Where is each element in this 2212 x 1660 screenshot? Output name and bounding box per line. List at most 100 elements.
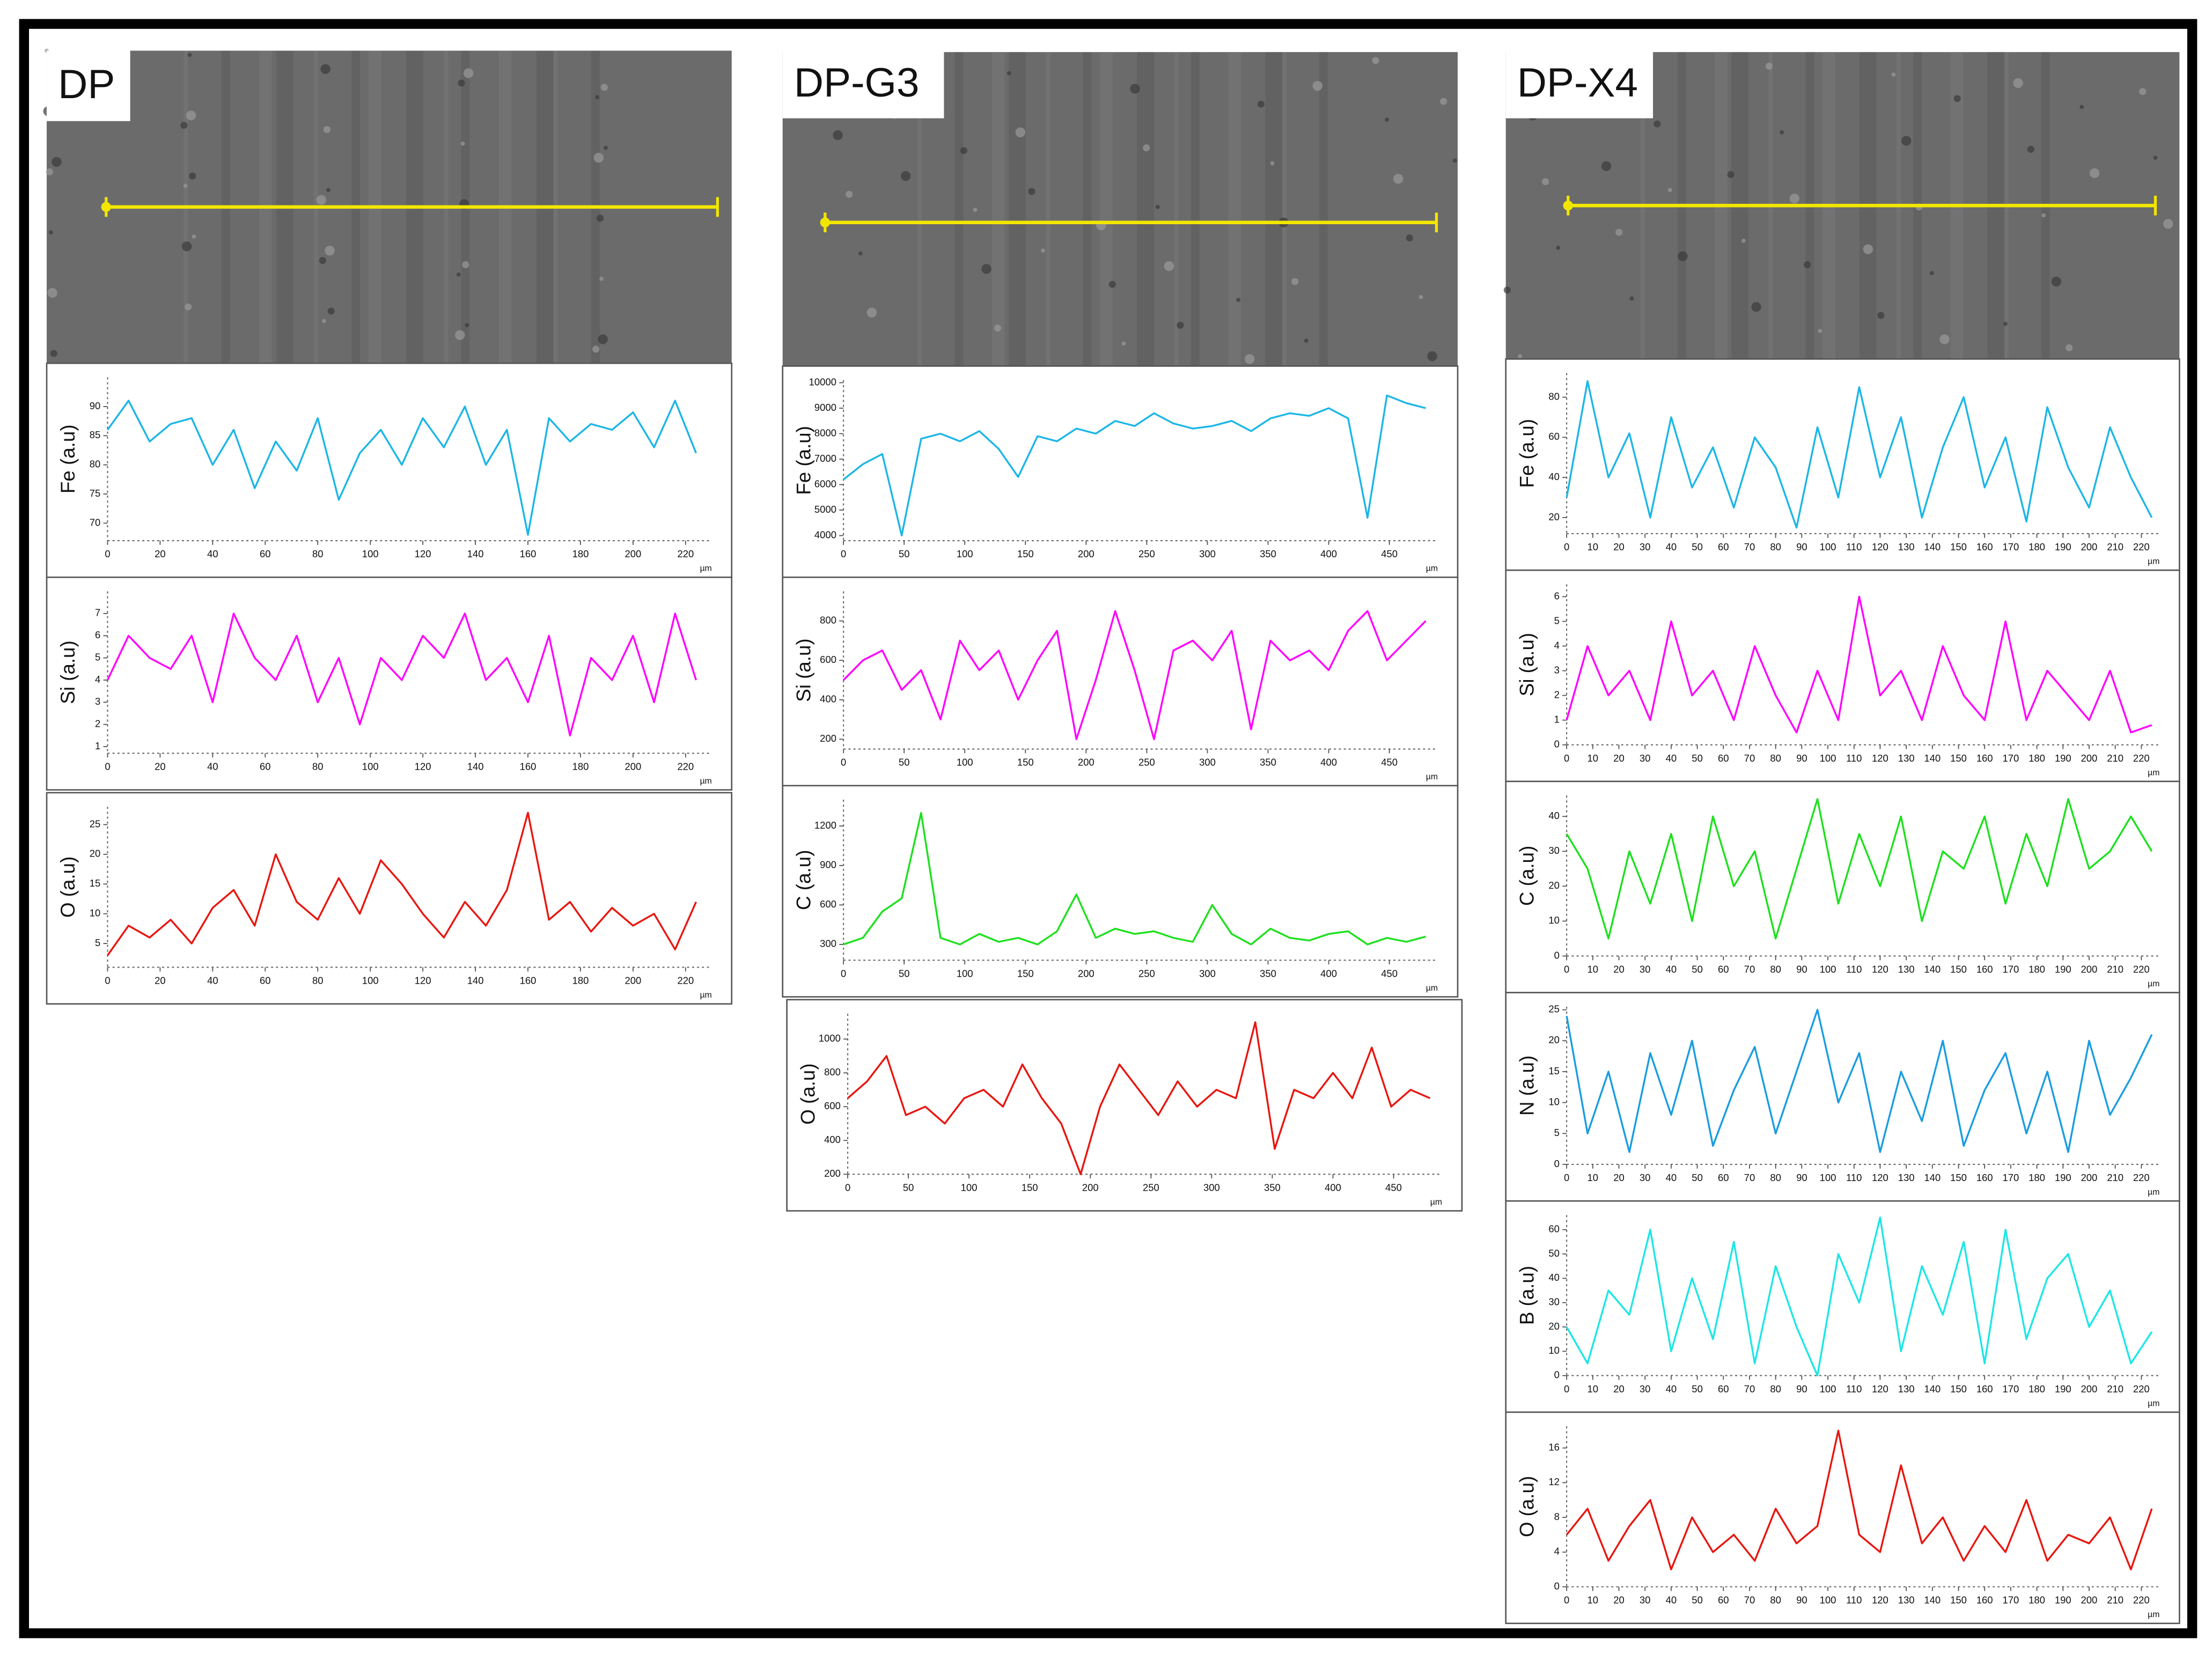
sem-speck xyxy=(1678,251,1688,261)
y-tick-label: 7 xyxy=(95,607,100,618)
sem-speck xyxy=(2163,219,2173,229)
x-tick-label: 450 xyxy=(1381,548,1398,559)
x-tick-label: 100 xyxy=(362,548,379,559)
x-tick-label: 170 xyxy=(2002,964,2019,975)
x-tick-label: 350 xyxy=(1260,757,1276,768)
x-tick-label: 160 xyxy=(1976,752,1993,764)
sem-speck xyxy=(463,68,474,78)
y-tick-label: 5000 xyxy=(814,504,836,515)
sem-speck xyxy=(1727,171,1735,179)
x-tick-label: 90 xyxy=(1796,541,1807,552)
x-tick-label: 210 xyxy=(2107,541,2123,552)
x-tick-label: 450 xyxy=(1381,968,1398,979)
y-tick-label: 0 xyxy=(1554,739,1560,750)
y-tick-label: 4000 xyxy=(814,529,836,540)
sem-speck xyxy=(1393,174,1403,184)
x-tick-label: 120 xyxy=(1872,964,1888,975)
sem-speck xyxy=(185,303,192,311)
x-tick-label: 250 xyxy=(1138,757,1155,768)
x-tick-label: 110 xyxy=(1846,1595,1862,1606)
sem-speck xyxy=(323,126,330,134)
x-tick-label: 150 xyxy=(1950,1595,1967,1606)
x-axis-label: µm xyxy=(1426,564,1438,573)
x-tick-label: 150 xyxy=(1022,1182,1038,1193)
x-tick-label: 0 xyxy=(845,1182,850,1193)
x-tick-label: 160 xyxy=(1976,964,1993,975)
sem-speck xyxy=(460,141,465,146)
x-tick-label: 120 xyxy=(415,975,431,986)
x-tick-label: 180 xyxy=(572,975,589,986)
x-tick-label: 0 xyxy=(1564,1172,1569,1183)
x-tick-label: 40 xyxy=(1666,1383,1677,1395)
sem-speck xyxy=(1291,278,1299,285)
x-tick-label: 10 xyxy=(1588,964,1599,975)
x-tick-label: 100 xyxy=(1820,541,1836,552)
sem-speck xyxy=(1385,117,1390,122)
y-tick-label: 300 xyxy=(820,938,836,949)
y-tick-label: 0 xyxy=(1554,949,1560,961)
chart-box xyxy=(1505,1200,2180,1413)
x-tick-label: 10 xyxy=(1588,1172,1599,1183)
x-tick-label: 130 xyxy=(1898,1595,1915,1606)
x-tick-label: 300 xyxy=(1199,548,1216,559)
sem-speck xyxy=(833,130,843,141)
x-tick-label: 150 xyxy=(1950,1172,1967,1183)
y-axis-label: B (a.u) xyxy=(1516,1266,1538,1325)
y-axis-label: O (a.u) xyxy=(57,857,79,918)
x-tick-label: 20 xyxy=(1613,1383,1625,1395)
x-tick-label: 160 xyxy=(1976,541,1993,552)
x-tick-label: 60 xyxy=(260,975,271,986)
sem-speck xyxy=(192,234,196,239)
x-tick-label: 300 xyxy=(1199,757,1216,768)
x-tick-label: 250 xyxy=(1138,548,1155,559)
y-tick-label: 5 xyxy=(95,651,100,662)
x-tick-label: 190 xyxy=(2055,1172,2071,1183)
x-tick-label: 200 xyxy=(625,761,642,772)
y-tick-label: 0 xyxy=(1554,1580,1560,1591)
x-tick-label: 0 xyxy=(105,548,110,559)
y-tick-label: 50 xyxy=(1548,1248,1560,1259)
sem-speck xyxy=(1312,80,1323,91)
sem-speck xyxy=(604,145,608,150)
chart-box xyxy=(46,362,733,578)
y-tick-label: 600 xyxy=(820,898,836,910)
y-tick-label: 10 xyxy=(1548,1345,1560,1356)
y-tick-label: 85 xyxy=(90,429,101,440)
sem-streak xyxy=(1265,52,1283,366)
y-tick-label: 80 xyxy=(90,459,101,470)
y-tick-label: 200 xyxy=(824,1168,841,1179)
data-line xyxy=(1566,798,2153,940)
data-line xyxy=(847,1021,1431,1176)
sem-speck xyxy=(325,246,335,256)
sem-speck xyxy=(1929,271,1934,276)
sem-streak xyxy=(1174,52,1179,366)
x-tick-label: 60 xyxy=(260,548,271,559)
x-tick-label: 180 xyxy=(2029,964,2045,975)
x-tick-label: 140 xyxy=(467,761,484,772)
y-axis-label: Si (a.u) xyxy=(793,638,815,702)
x-tick-label: 100 xyxy=(957,548,973,559)
x-tick-label: 90 xyxy=(1796,1172,1807,1183)
x-tick-label: 200 xyxy=(1082,1182,1099,1193)
x-axis-label: µm xyxy=(2148,1610,2159,1619)
y-tick-label: 1200 xyxy=(814,820,836,831)
x-tick-label: 140 xyxy=(1924,752,1941,764)
sem-speck xyxy=(1236,298,1241,303)
sem-speck xyxy=(1556,246,1561,250)
sem-speck xyxy=(866,307,877,318)
x-tick-label: 350 xyxy=(1264,1182,1281,1193)
x-tick-label: 170 xyxy=(2002,1383,2019,1395)
sem-speck xyxy=(319,257,327,264)
y-tick-label: 10 xyxy=(1548,1096,1560,1108)
sem-streak xyxy=(1137,52,1154,366)
x-tick-label: 400 xyxy=(1320,548,1337,559)
x-tick-label: 0 xyxy=(1564,541,1569,552)
y-tick-label: 600 xyxy=(824,1100,841,1111)
x-tick-label: 110 xyxy=(1846,541,1862,552)
x-tick-label: 100 xyxy=(1820,1595,1836,1606)
sem-speck xyxy=(1419,294,1423,299)
sem-speck xyxy=(1751,302,1761,312)
x-tick-label: 140 xyxy=(1924,1172,1941,1183)
sem-speck xyxy=(2153,156,2158,160)
